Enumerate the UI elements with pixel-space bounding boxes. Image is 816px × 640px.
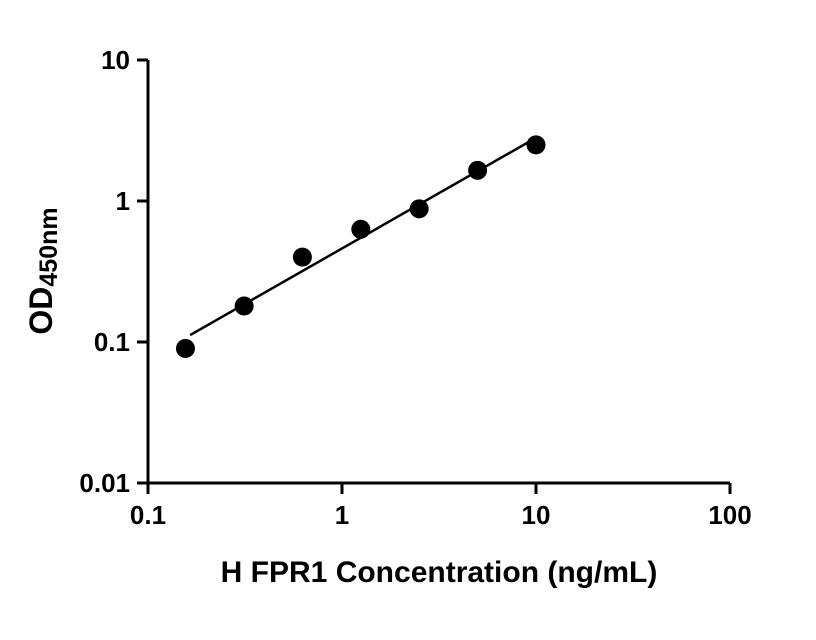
data-point [468,160,488,180]
data-point [292,247,312,267]
y-axis-title-sub: 450nm [35,207,63,286]
y-tick-label: 0.1 [94,327,130,357]
data-point [351,219,371,239]
x-tick-label: 1 [335,500,349,530]
y-axis-title: OD450nm [23,207,63,334]
data-point [175,338,195,358]
data-series [175,135,546,358]
y-tick-label: 10 [101,45,130,75]
data-point [409,199,429,219]
x-tick-label: 10 [522,500,551,530]
y-axis-title-main: OD [23,287,59,335]
x-tick-label: 0.1 [130,500,166,530]
data-point [234,296,254,316]
x-axis-title: H FPR1 Concentration (ng/mL) [221,556,658,589]
x-tick-label: 100 [708,500,751,530]
data-point [526,135,546,155]
y-tick-label: 0.01 [79,468,130,498]
y-tick-label: 1 [116,186,130,216]
